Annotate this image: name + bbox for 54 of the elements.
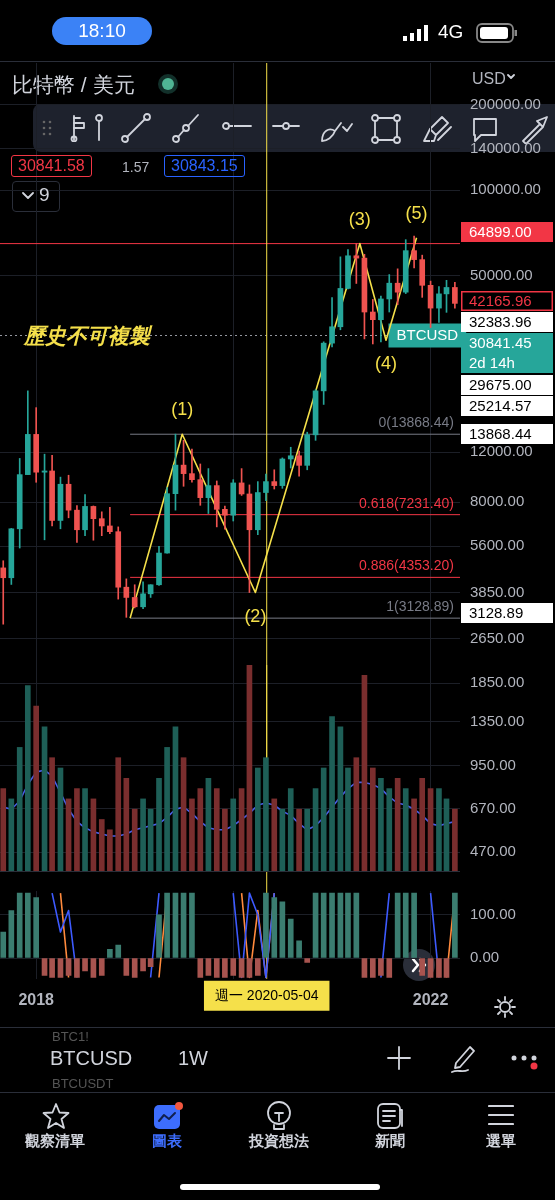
annotation: (5) <box>405 202 428 223</box>
text: 13868.44 <box>461 424 553 444</box>
text: 比特幣 / 美元 <box>12 72 135 98</box>
ref-line-label: 週一 2020-05-04 <box>214 986 319 1003</box>
text: 25214.57 <box>461 396 553 416</box>
y-tick-label: 200000.00 <box>470 94 541 112</box>
y-tick-label: 950.00 <box>470 755 516 773</box>
y-tick-label: 1850.00 <box>470 673 525 691</box>
annotation: (3) <box>348 208 371 229</box>
x-tick-label: 2022 <box>412 990 449 1008</box>
annotation: 30841.58 <box>11 155 92 177</box>
y-tick-label: 0.00 <box>470 948 500 966</box>
ref-line-label: 0.886(4353.20) <box>359 557 454 574</box>
text: 4G <box>438 21 464 43</box>
y-tick-label: 5600.00 <box>470 536 525 554</box>
text: 1W <box>178 1047 208 1070</box>
annotation: 1.57 <box>122 159 150 175</box>
text: BTCUSD <box>50 1047 133 1070</box>
y-tick-label: 100.00 <box>470 904 516 922</box>
annotation: (4) <box>375 353 398 374</box>
text: 64899.00 <box>461 222 553 242</box>
text: 32383.96 <box>461 312 553 332</box>
text: 觀察清單 <box>24 1132 86 1151</box>
annotation: (1) <box>171 399 194 420</box>
x-tick-label: 2018 <box>18 990 55 1008</box>
annotation: BTCUSD <box>396 325 459 343</box>
y-tick-label: 50000.00 <box>470 265 533 283</box>
text: BTC1! <box>52 1029 89 1044</box>
text: 圖表 <box>151 1132 183 1151</box>
text: 3128.89 <box>461 603 553 623</box>
y-tick-label: 470.00 <box>470 842 516 860</box>
y-tick-label: 8000.00 <box>470 492 525 510</box>
text: BTCUSDT <box>52 1076 114 1091</box>
y-tick-label: 2650.00 <box>470 628 525 646</box>
annotation: 30843.15 <box>164 155 245 177</box>
text: 42165.96 <box>461 291 553 311</box>
text: 29675.00 <box>461 375 553 395</box>
y-tick-label: 12000.00 <box>470 442 533 460</box>
text: 投資想法 <box>247 1132 310 1151</box>
y-tick-label: 100000.00 <box>470 180 541 198</box>
y-tick-label: 1350.00 <box>470 712 525 730</box>
text: 選單 <box>485 1132 517 1151</box>
ref-line-label: 0(13868.44) <box>378 414 454 431</box>
text: 新聞 <box>374 1132 406 1151</box>
ref-line-label: 1(3128.89) <box>386 598 454 615</box>
text: 30841.45 2d 14h <box>461 333 553 373</box>
annotation: 9 <box>39 184 50 206</box>
text: 18:10 <box>52 17 152 45</box>
ref-line-label: 0.618(7231.40) <box>359 494 454 511</box>
y-axis-title: USD <box>472 70 506 88</box>
y-tick-label: 140000.00 <box>470 138 541 156</box>
y-tick-label: 3850.00 <box>470 582 525 600</box>
annotation: (2) <box>244 605 267 626</box>
y-tick-label: 670.00 <box>470 798 516 816</box>
